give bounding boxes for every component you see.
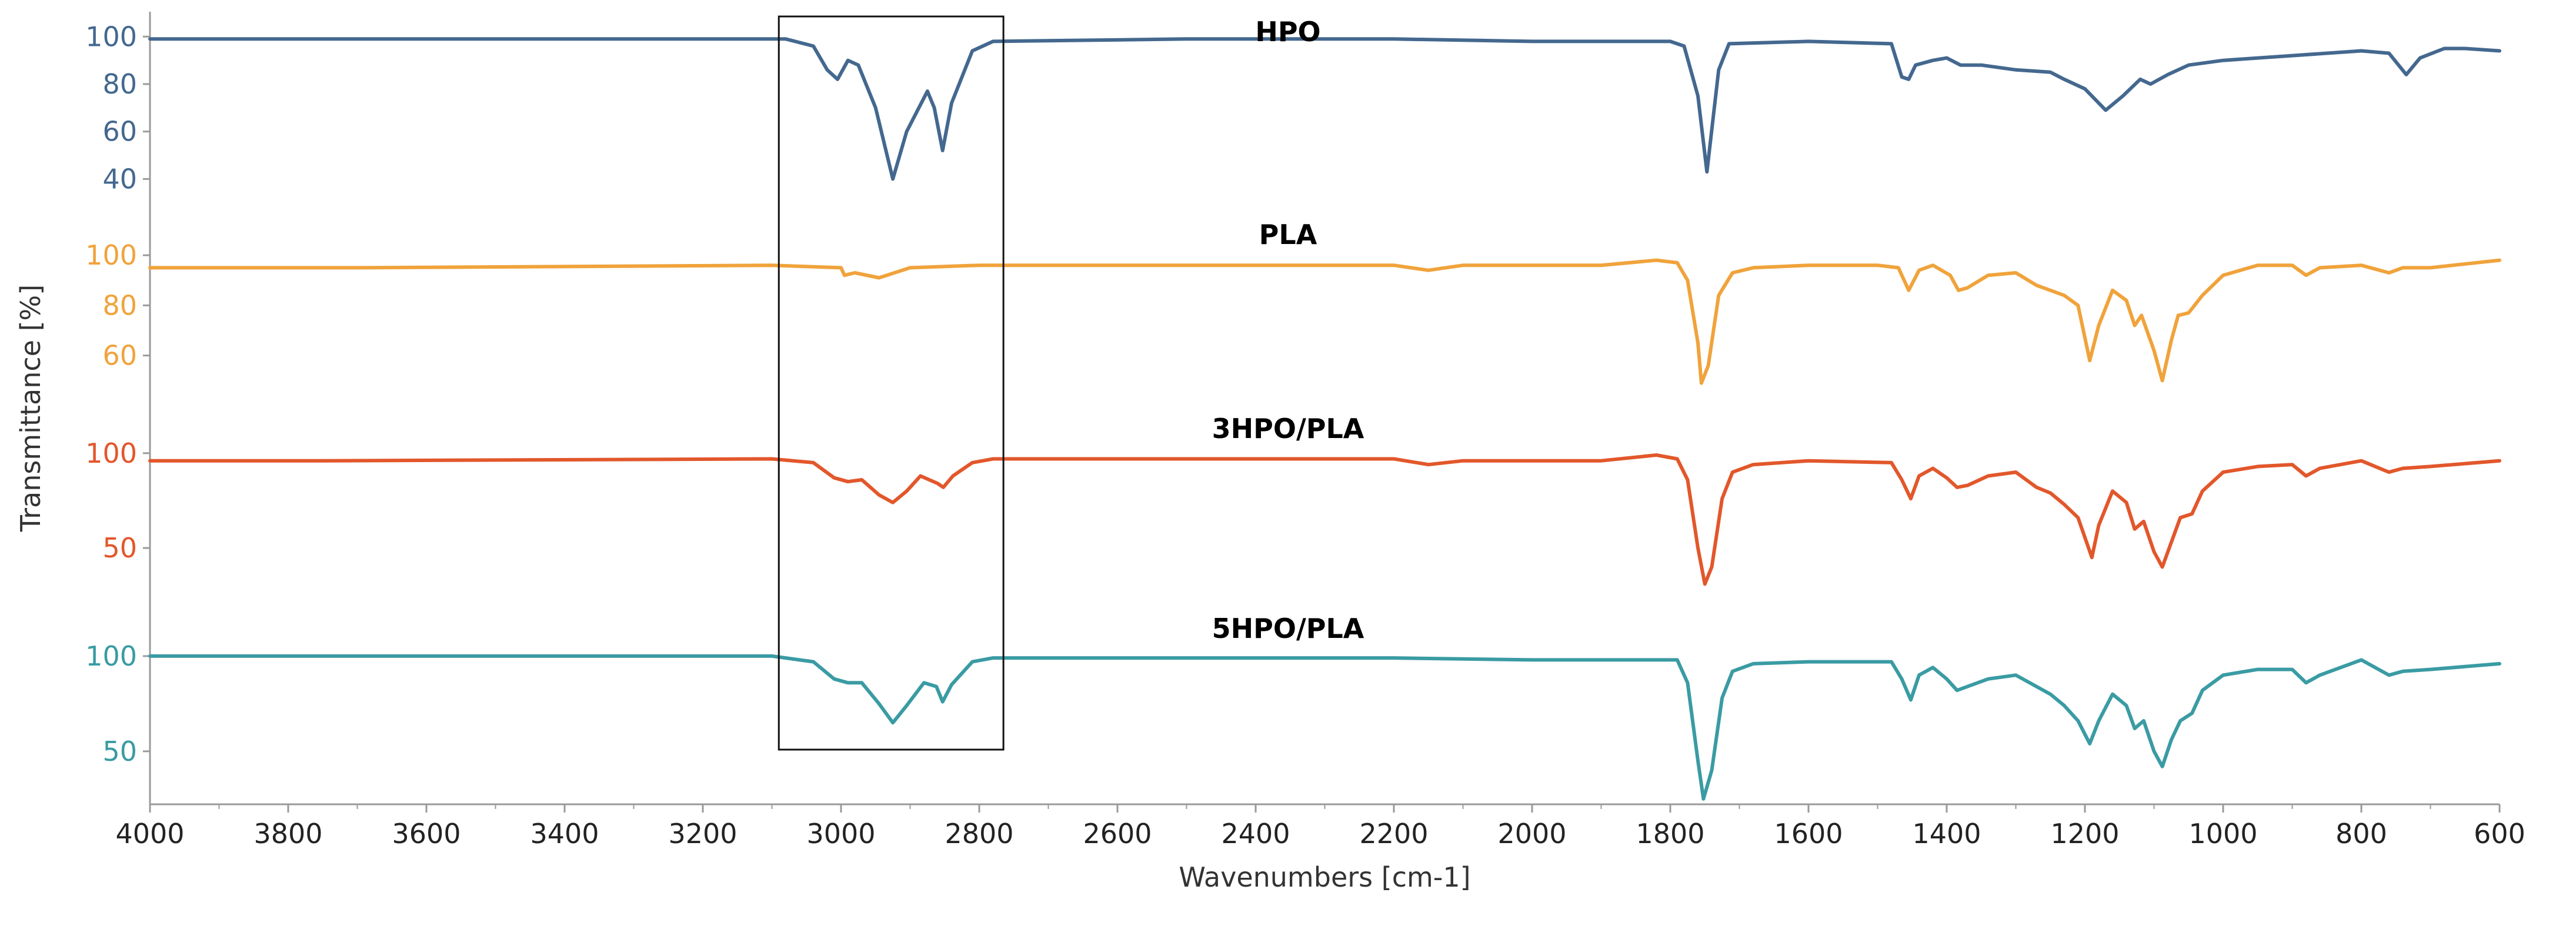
x-tick-label: 1800 xyxy=(1636,818,1704,850)
series-label: HPO xyxy=(1255,16,1320,48)
y-tick-label: 100 xyxy=(85,239,137,271)
x-tick-label: 1400 xyxy=(1912,818,1981,850)
series-labels-group: HPO PLA 3HPO/PLA 5HPO/PLA xyxy=(1212,16,1364,644)
x-tick-label: 3800 xyxy=(253,818,322,850)
x-tick-label: 2800 xyxy=(945,818,1013,850)
series-label: 5HPO/PLA xyxy=(1212,613,1364,644)
series-label: 3HPO/PLA xyxy=(1212,413,1364,444)
y-tick-label: 60 xyxy=(102,116,137,148)
x-tick-label: 1600 xyxy=(1774,818,1843,850)
x-tick-label: 2200 xyxy=(1359,818,1428,850)
x-axis-title: Wavenumbers [cm-1] xyxy=(1179,861,1470,893)
x-tick-label: 2600 xyxy=(1083,818,1152,850)
x-tick-label: 2000 xyxy=(1497,818,1566,850)
y-axis-title: Transmittance [%] xyxy=(15,285,46,532)
series-line-hpo xyxy=(148,37,2501,181)
y-tick-label: 80 xyxy=(102,68,137,100)
x-ticks-group: 4000 3800 3600 3400 3200 3000 2800 2600 2400 2200… xyxy=(115,804,2525,850)
y-tick-label: 60 xyxy=(102,340,137,372)
x-tick-label: 1200 xyxy=(2050,818,2119,850)
x-tick-label: 3400 xyxy=(530,818,599,850)
highlight-group xyxy=(778,15,1005,751)
x-tick-label: 3600 xyxy=(392,818,461,850)
y-tick-label: 80 xyxy=(102,289,137,321)
x-tick-label: 2400 xyxy=(1221,818,1290,850)
x-tick-label: 3200 xyxy=(668,818,737,850)
y-tick-label: 50 xyxy=(102,532,137,564)
x-tick-label: 600 xyxy=(2474,818,2525,850)
x-tick-label: 4000 xyxy=(115,818,184,850)
highlight-box xyxy=(778,15,1005,751)
y-tick-label: 100 xyxy=(85,437,137,469)
series-line-5hpo-pla xyxy=(148,654,2501,801)
series-group xyxy=(148,37,2501,801)
x-tick-label: 3000 xyxy=(806,818,875,850)
y-tick-label: 100 xyxy=(85,21,137,52)
x-tick-label: 1000 xyxy=(2188,818,2257,850)
y-tick-label: 40 xyxy=(102,163,137,195)
axes-group xyxy=(149,12,2500,805)
y-ticks-group: 100 80 60 40 100 80 60 100 50 100 50 xyxy=(85,21,150,767)
series-line-3hpo-pla xyxy=(148,453,2501,586)
y-tick-label: 100 xyxy=(85,640,137,672)
series-line-pla xyxy=(148,258,2501,385)
y-tick-label: 50 xyxy=(102,736,137,767)
series-label: PLA xyxy=(1259,219,1317,250)
x-tick-label: 800 xyxy=(2335,818,2387,850)
